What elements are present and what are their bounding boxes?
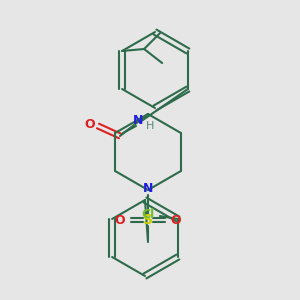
Text: O: O — [115, 214, 125, 226]
Text: S: S — [143, 213, 153, 227]
Text: H: H — [146, 121, 154, 131]
Text: Cl: Cl — [141, 208, 154, 220]
Text: N: N — [143, 182, 153, 194]
Text: O: O — [85, 118, 95, 130]
Text: N: N — [133, 115, 143, 128]
Text: O: O — [171, 214, 181, 226]
